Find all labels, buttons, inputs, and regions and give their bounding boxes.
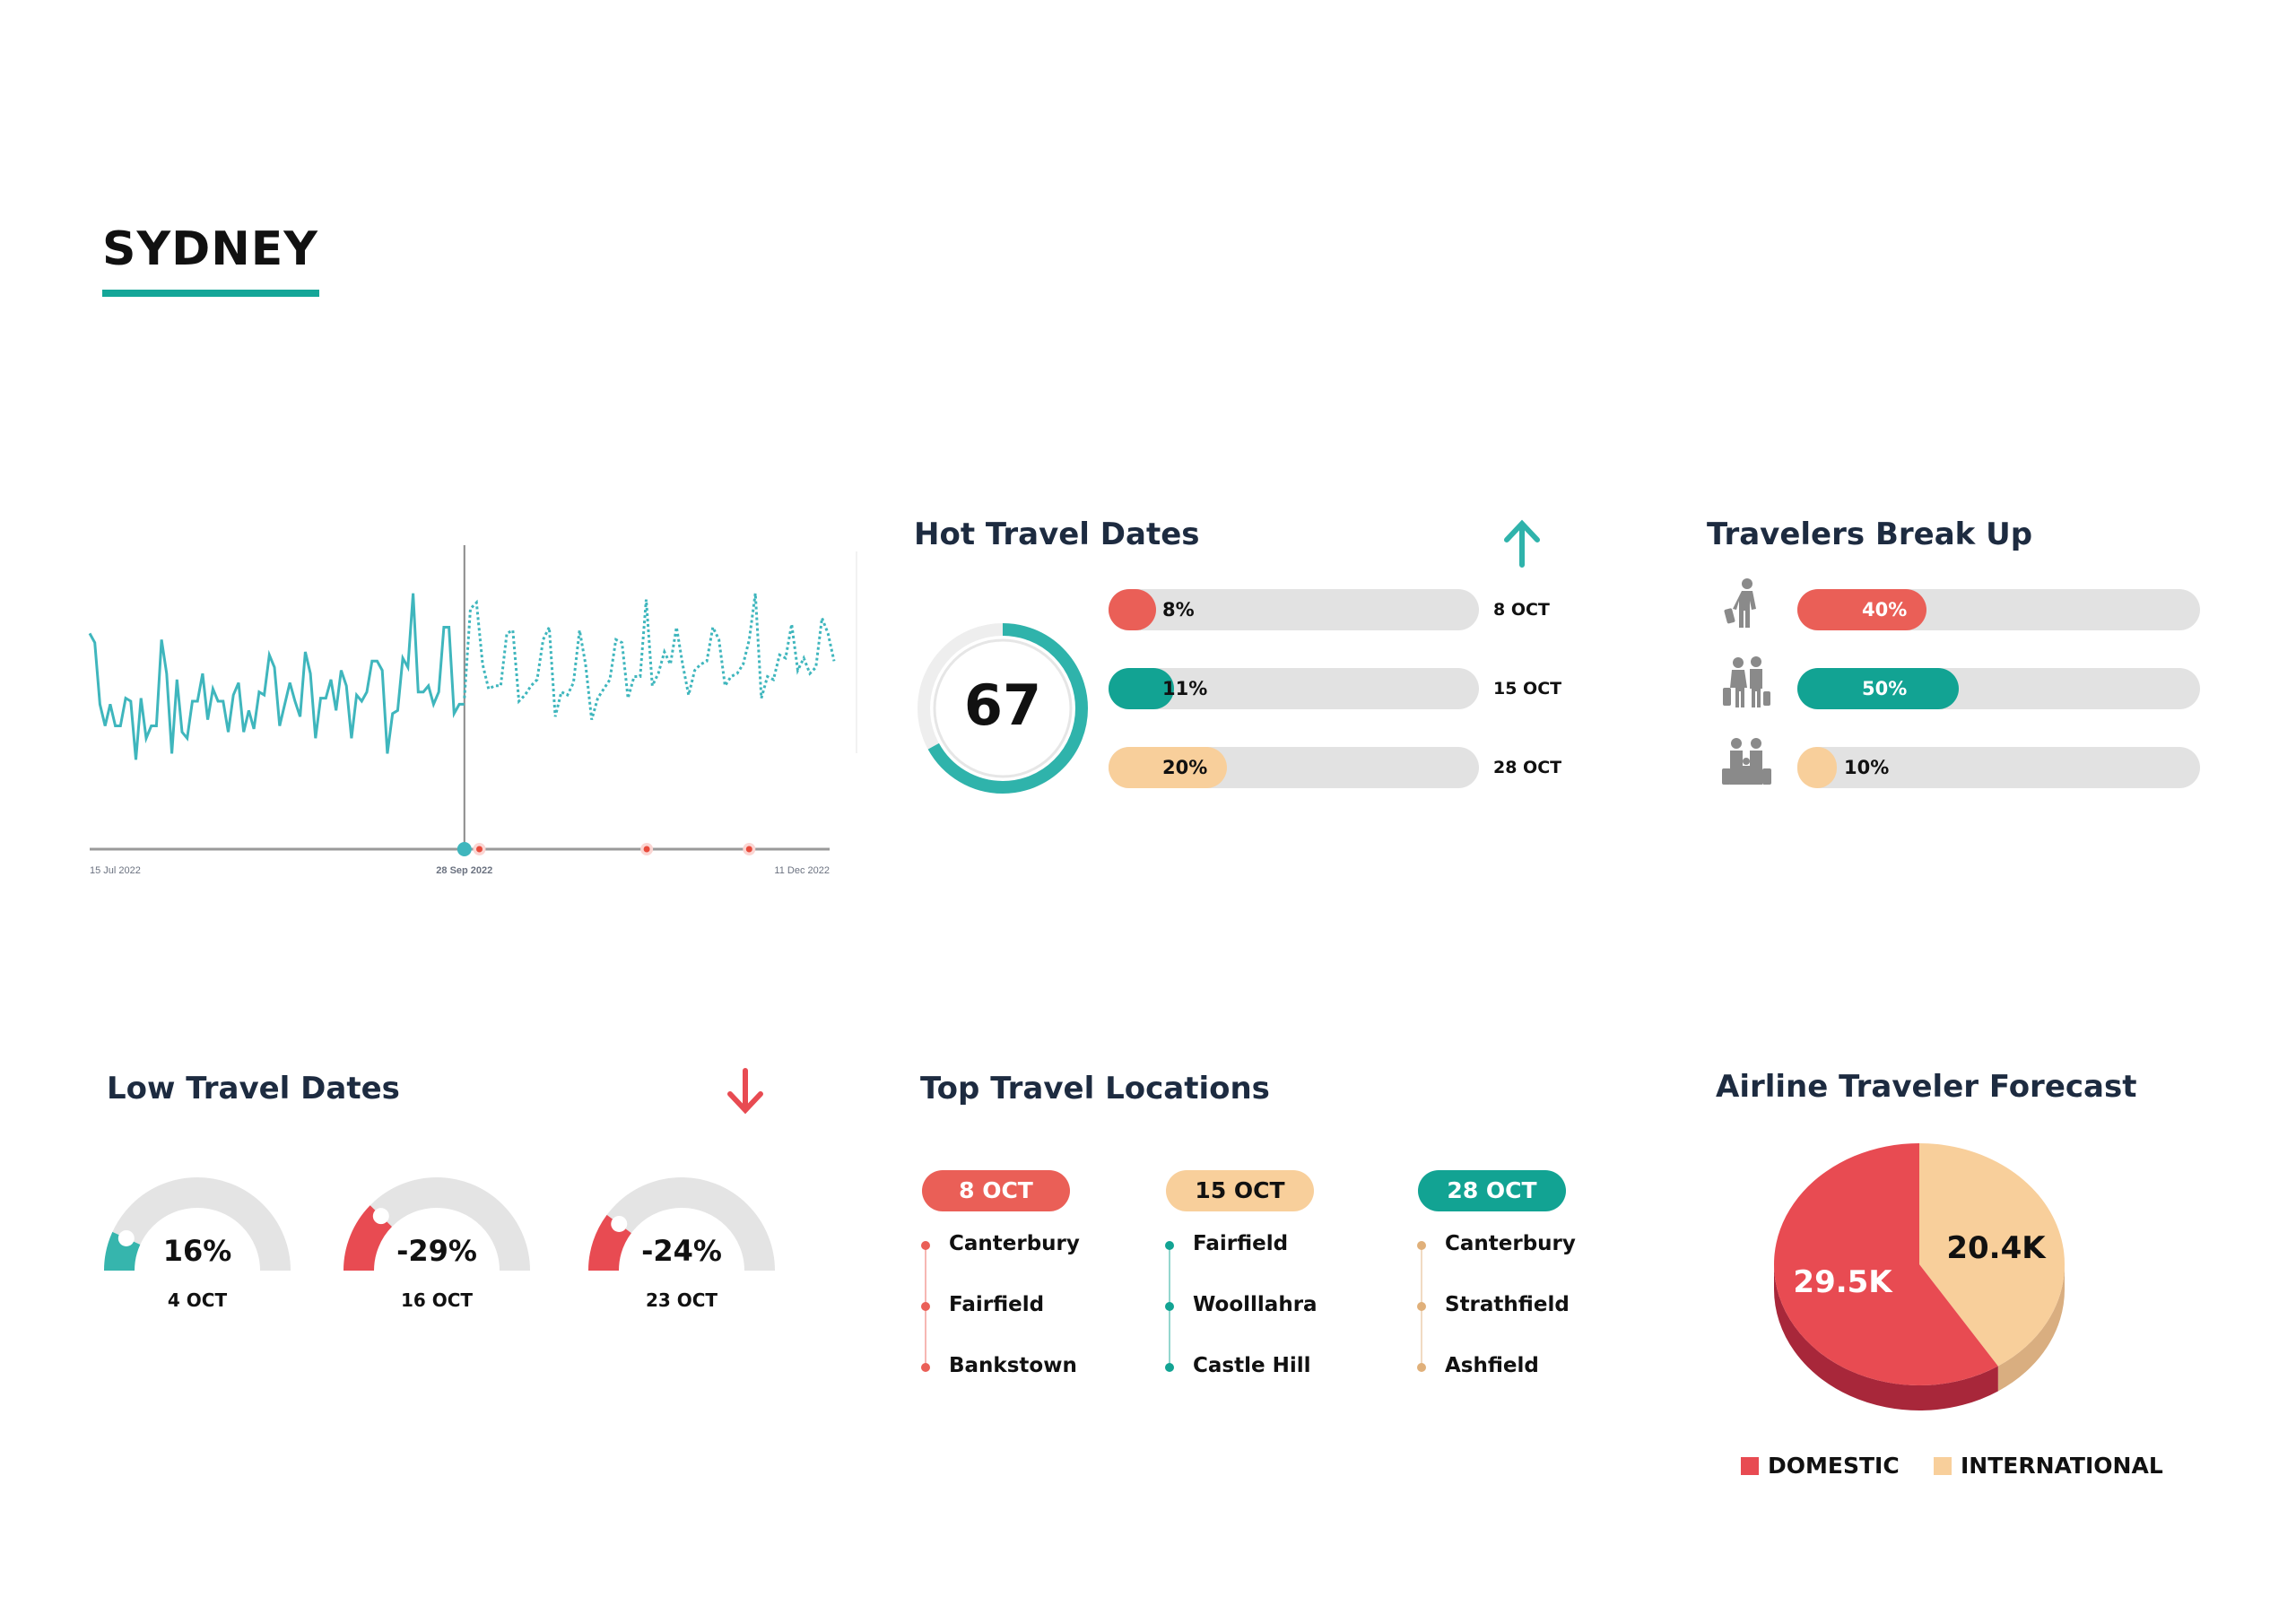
location-item[interactable]: Fairfield xyxy=(1193,1232,1289,1255)
x-tick-label: 28 Sep 2022 xyxy=(436,865,492,876)
gauge-date: 23 OCT xyxy=(645,1289,718,1311)
low-date-gauge xyxy=(344,1177,530,1271)
location-item[interactable]: Castle Hill xyxy=(1193,1354,1311,1377)
location-bullet xyxy=(1165,1302,1174,1311)
title-underline xyxy=(102,290,319,297)
location-bullet xyxy=(1417,1241,1426,1250)
actual-series-line xyxy=(88,593,465,760)
arrow-up-icon xyxy=(1504,519,1540,568)
location-date-pill[interactable]: 15 OCT xyxy=(1166,1170,1314,1211)
traveler-share-percent: 50% xyxy=(1862,678,1908,699)
gauge-knob xyxy=(117,1229,135,1246)
top-travel-locations-title: Top Travel Locations xyxy=(920,1071,1270,1107)
low-date-gauge xyxy=(588,1177,775,1271)
hot-date-label: 28 OCT xyxy=(1493,758,1562,777)
location-item[interactable]: Bankstown xyxy=(949,1354,1077,1377)
location-item[interactable]: Fairfield xyxy=(949,1293,1045,1316)
traveler-share-bar-fill xyxy=(1797,589,1926,630)
pie-slice-domestic[interactable] xyxy=(1774,1143,1998,1385)
pie-slice-side xyxy=(1997,1264,2065,1392)
traveler-share-bar-fill xyxy=(1797,747,1837,788)
legend-item: DOMESTIC xyxy=(1741,1453,1900,1479)
legend-item: INTERNATIONAL xyxy=(1934,1453,2163,1479)
location-item[interactable]: Woolllahra xyxy=(1193,1293,1318,1316)
arrow-down-icon xyxy=(727,1068,763,1115)
hot-date-percent: 11% xyxy=(1162,678,1208,699)
donut-inner xyxy=(933,638,1073,778)
pie-slice-side xyxy=(1774,1264,1998,1410)
hot-date-label: 15 OCT xyxy=(1493,679,1562,699)
couple-traveler-icon xyxy=(1723,656,1770,707)
gauge-date: 16 OCT xyxy=(400,1289,474,1311)
hot-date-bar: 20% xyxy=(1109,747,1479,788)
airline-forecast-title: Airline Traveler Forecast xyxy=(1716,1069,2137,1105)
gauge-value: -24% xyxy=(641,1234,722,1268)
page-title: SYDNEY xyxy=(102,222,318,276)
forecast-pie-chart: 20.4K 29.5K xyxy=(1774,1143,2065,1410)
today-marker[interactable] xyxy=(457,842,472,856)
location-bullet xyxy=(1417,1363,1426,1372)
x-tick-label: 11 Dec 2022 xyxy=(774,865,830,876)
hot-date-percent: 20% xyxy=(1162,757,1208,778)
hot-travel-dates-title: Hot Travel Dates xyxy=(914,516,1200,552)
hot-date-label: 8 OCT xyxy=(1493,600,1550,620)
travel-trend-line-chart: 15 Jul 2022 28 Sep 2022 11 Dec 2022 xyxy=(88,545,857,876)
hot-date-bar-fill xyxy=(1109,747,1228,788)
hot-date-bar: 11% xyxy=(1109,668,1479,709)
location-item[interactable]: Canterbury xyxy=(1445,1232,1576,1255)
forecast-series-line xyxy=(463,593,836,721)
traveler-share-percent: 40% xyxy=(1862,599,1908,621)
hot-date-bar: 8% xyxy=(1109,589,1479,630)
traveler-share-bar: 10% xyxy=(1797,747,2200,788)
x-tick-label: 15 Jul 2022 xyxy=(90,865,141,876)
gauge-value: -29% xyxy=(396,1234,477,1268)
traveler-share-bar: 40% xyxy=(1797,589,2200,630)
gauge-knob xyxy=(372,1208,389,1225)
gauge-knob xyxy=(611,1215,628,1232)
hot-score-donut xyxy=(918,623,1088,794)
pie-slice-international[interactable] xyxy=(1919,1143,2065,1367)
hot-date-bar-fill xyxy=(1109,668,1174,709)
location-bullet xyxy=(921,1302,930,1311)
donut-progress-arc xyxy=(918,623,1088,794)
location-date-pill[interactable]: 8 OCT xyxy=(922,1170,1070,1211)
traveler-share-bar: 50% xyxy=(1797,668,2200,709)
location-bullet xyxy=(921,1363,930,1372)
location-item[interactable]: Canterbury xyxy=(949,1232,1080,1255)
event-marker[interactable] xyxy=(475,846,483,853)
legend-label: INTERNATIONAL xyxy=(1961,1453,2163,1479)
hot-date-bar-fill xyxy=(1109,589,1156,630)
travelers-break-up-title: Travelers Break Up xyxy=(1707,516,2033,552)
traveler-share-percent: 10% xyxy=(1844,757,1890,778)
event-marker[interactable] xyxy=(643,846,650,853)
location-item[interactable]: Ashfield xyxy=(1445,1354,1539,1377)
location-bullet xyxy=(1165,1241,1174,1250)
location-item[interactable]: Strathfield xyxy=(1445,1293,1570,1316)
location-date-pill[interactable]: 28 OCT xyxy=(1418,1170,1566,1211)
pie-slice-label: 29.5K xyxy=(1793,1264,1893,1300)
location-bullet xyxy=(1165,1363,1174,1372)
pie-slice-label: 20.4K xyxy=(1946,1230,2047,1266)
legend-swatch xyxy=(1934,1457,1952,1475)
hot-date-percent: 8% xyxy=(1162,599,1195,621)
location-bullet xyxy=(1417,1302,1426,1311)
family-traveler-icon xyxy=(1722,738,1771,785)
legend-swatch xyxy=(1741,1457,1759,1475)
gauge-date: 4 OCT xyxy=(167,1289,228,1311)
traveler-share-bar-fill xyxy=(1797,668,1959,709)
legend-label: DOMESTIC xyxy=(1768,1453,1900,1479)
gauge-value: 16% xyxy=(162,1234,232,1268)
low-date-gauge xyxy=(104,1177,291,1271)
hot-score-value: 67 xyxy=(963,673,1042,738)
solo-traveler-icon xyxy=(1724,578,1756,628)
low-travel-dates-title: Low Travel Dates xyxy=(107,1071,400,1107)
event-marker[interactable] xyxy=(745,846,752,853)
location-bullet xyxy=(921,1241,930,1250)
